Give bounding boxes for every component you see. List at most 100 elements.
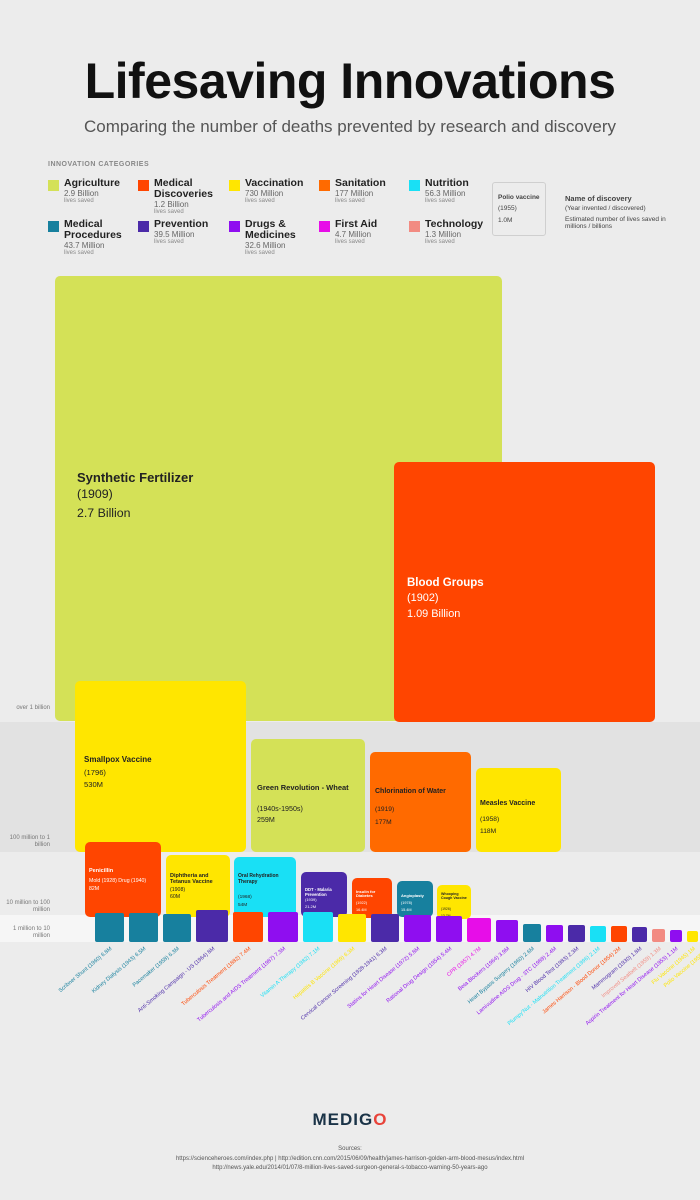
- box-name: Blood Groups: [407, 577, 484, 589]
- small-box-rational-drug-design: [436, 916, 462, 942]
- legend-swatch: [409, 180, 420, 191]
- box-value: 177M: [375, 819, 392, 826]
- source-line-1[interactable]: https://scienceheroes.com/index.php | ht…: [175, 1156, 525, 1162]
- treemap-box-penicillin: Penicillin Mold (1928) Drug (1940) 82M: [85, 842, 161, 917]
- box-name: Diphtheria and Tetanus Vaccine: [170, 873, 213, 886]
- legend-lives-saved: lives saved: [245, 198, 275, 204]
- box-year: (1909): [77, 487, 113, 501]
- legend-lives-saved: lives saved: [335, 239, 365, 245]
- small-box-heart-bypass-surgery: [523, 924, 541, 942]
- legend-name: Vaccination: [245, 177, 304, 189]
- page-title: Lifesaving Innovations: [84, 53, 616, 109]
- treemap-box-ddt-malaria-prevention: DDT - Malaria Prevention (1939) 21.2M: [301, 872, 347, 917]
- small-box-plumpy-nut-malnutrition-treatment: [590, 926, 606, 942]
- small-box-cervical-cancer-screening: [371, 914, 399, 942]
- box-name: DDT - Malaria Prevention: [305, 887, 332, 897]
- box-year: (1958): [480, 816, 500, 823]
- legend-value: 177 Million: [335, 189, 374, 198]
- box-year: (1926): [441, 907, 451, 911]
- small-box-tuberculosis-treatment: [233, 912, 263, 942]
- legend-lives-saved: lives saved: [245, 250, 275, 256]
- page-subtitle: Comparing the number of deaths prevented…: [83, 117, 617, 136]
- legend-value: 730 Million: [245, 189, 284, 198]
- box-year: (1796): [84, 768, 106, 777]
- small-box-lamivudine-aids-drug-3tc: [546, 925, 563, 942]
- small-box-tuberculosis-and-aids-treatment: [268, 912, 298, 942]
- band-label-over-1b: over 1 billion: [16, 705, 50, 711]
- legend-value: 2.9 Billion: [64, 189, 99, 198]
- legend-lives-saved: lives saved: [425, 198, 455, 204]
- legend-lives-saved: lives saved: [154, 209, 184, 215]
- legend-name: Nutrition: [425, 177, 469, 189]
- box-year: (1919): [375, 806, 395, 813]
- small-box-label: Scribner Shunt (1960) 6.8M: [57, 946, 114, 995]
- box-name: Angioplasty: [401, 893, 424, 898]
- box-year: (1902): [407, 592, 439, 604]
- box-name: Measles Vaccine: [480, 800, 536, 807]
- legend-name: Medical Procedures: [64, 218, 122, 241]
- box-year: Mold (1928) Drug (1940): [89, 878, 147, 884]
- key-example-year: (1955): [498, 205, 517, 212]
- legend-lives-saved: lives saved: [154, 239, 184, 245]
- box-value: 259M: [257, 816, 275, 824]
- small-box-label: Hepatitis B Vaccine (1969) 6.3M: [291, 946, 356, 1002]
- treemap-box-insulin-for-diabetes: Insulin for Diabetes (1922) 16.4M: [352, 878, 392, 918]
- box-name: Chlorination of Water: [375, 788, 446, 795]
- box-name: Synthetic Fertilizer: [77, 470, 194, 485]
- legend-name: Technology: [425, 218, 484, 230]
- box-value: 60M: [170, 894, 181, 900]
- legend-name: Drugs & Medicines: [245, 218, 296, 241]
- key-year-desc: (Year invented / discovered): [565, 205, 646, 212]
- box-value: 1.09 Billion: [407, 608, 461, 620]
- legend-value: 1.3 Million: [425, 230, 462, 239]
- box-name: Insulin for Diabetes: [356, 889, 376, 899]
- box-value: 530M: [84, 780, 103, 789]
- medigo-logo: MEDIGO: [0, 1110, 700, 1130]
- small-box-flu-vaccine: [687, 931, 698, 942]
- legend-swatch: [48, 221, 59, 232]
- box-value: 21.2M: [305, 904, 317, 909]
- legend-lives-saved: lives saved: [425, 239, 455, 245]
- legend-swatch: [319, 221, 330, 232]
- source-line-2[interactable]: http://news.yale.edu/2014/01/07/8-millio…: [212, 1165, 488, 1171]
- box-year: (1922): [356, 901, 367, 905]
- box-value: 15.4M: [401, 908, 412, 912]
- box-value: 118M: [480, 828, 497, 835]
- band-label-10m-100m: 10 million to 100 million: [6, 900, 50, 913]
- small-box-hepatitis-b-vaccine: [338, 914, 366, 942]
- small-box-improved-seatbelt: [652, 929, 665, 942]
- small-box-statins-for-heart-disease: [404, 915, 431, 942]
- key-example-name: Polio vaccine: [498, 194, 540, 201]
- treemap-box-blood-groups: Blood Groups (1902) 1.09 Billion: [394, 462, 655, 722]
- sources-title: Sources:: [338, 1146, 362, 1152]
- legend-swatch: [229, 180, 240, 191]
- logo-text: MEDIG: [312, 1110, 374, 1129]
- legend-value: 43.7 Million: [64, 241, 105, 250]
- small-box-cpr: [467, 918, 491, 942]
- box-value: 2.7 Billion: [77, 506, 131, 520]
- treemap-box-green-revolution-wheat: Green Revolution - Wheat (1940s-1950s) 259…: [251, 739, 365, 852]
- box-year: (1940s-1950s): [257, 805, 303, 813]
- legend-name: Medical Discoveries: [154, 177, 213, 200]
- box-value: 54M: [238, 903, 248, 908]
- box-name: Whooping Cough Vaccine: [441, 892, 467, 900]
- legend-name: Sanitation: [335, 177, 386, 189]
- small-box-pacemaker: [163, 914, 191, 942]
- legend-value: 39.5 Million: [154, 230, 195, 239]
- legend-swatch: [48, 180, 59, 191]
- small-box-label: Anti-Smoking Campaign - US (1964) 8M: [136, 946, 216, 1014]
- legend-swatch: [138, 221, 149, 232]
- key-example-box: [492, 182, 546, 236]
- small-box-vitamin-a-therapy: [303, 912, 333, 942]
- box-year: (1939): [305, 897, 317, 902]
- small-box-label: Rational Drug Design (1954) 5.4M: [385, 946, 453, 1005]
- small-box-label: Vitamin A Therapy (1982) 7.1M: [260, 946, 322, 1000]
- small-box-kidney-dialysis: [129, 913, 158, 942]
- key-value-desc: Estimated number of lives saved in milli…: [565, 216, 666, 230]
- legend-swatch: [138, 180, 149, 191]
- legend-name: Agriculture: [64, 177, 121, 189]
- logo-pin-o: O: [373, 1110, 388, 1129]
- legend-lives-saved: lives saved: [64, 250, 94, 256]
- key-example-value: 1.0M: [498, 217, 513, 224]
- legend-swatch: [229, 221, 240, 232]
